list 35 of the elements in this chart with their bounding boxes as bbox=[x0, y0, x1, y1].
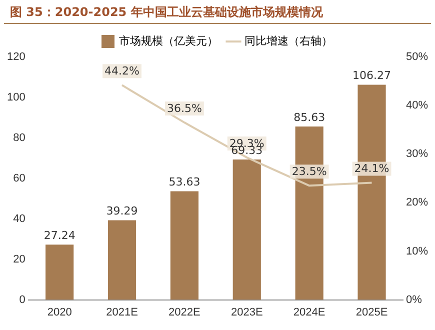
data-label: 85.63 bbox=[294, 110, 326, 124]
y2-tick-label: 20% bbox=[406, 196, 428, 209]
x-tick-label: 2024E bbox=[293, 306, 326, 318]
data-label: 27.24 bbox=[44, 229, 76, 242]
data-label: 39.29 bbox=[106, 204, 138, 218]
y-tick-label: 120 bbox=[6, 51, 26, 64]
y-tick-label: 40 bbox=[13, 212, 26, 225]
bar bbox=[108, 220, 136, 300]
y-tick-label: 100 bbox=[6, 92, 26, 104]
x-tick-label: 2021E bbox=[106, 306, 138, 318]
data-label: 36.5% bbox=[166, 102, 202, 115]
data-label: 23.5% bbox=[292, 165, 327, 178]
x-tick-label: 2025E bbox=[356, 306, 388, 318]
legend-label: 市场规模（亿美元） bbox=[119, 34, 218, 48]
x-tick-label: 2022E bbox=[168, 306, 200, 318]
data-label: 24.1% bbox=[354, 162, 390, 176]
y-tick-label: 80 bbox=[13, 132, 26, 144]
x-tick-label: 2020 bbox=[47, 306, 72, 318]
bar bbox=[170, 191, 198, 300]
y2-tick-label: 50% bbox=[406, 51, 428, 64]
y2-tick-label: 30% bbox=[406, 148, 428, 160]
x-tick-label: 2023E bbox=[230, 306, 263, 318]
y2-tick-label: 40% bbox=[406, 100, 428, 112]
y-tick-label: 60 bbox=[13, 172, 26, 184]
data-label: 53.63 bbox=[168, 176, 200, 189]
y2-tick-label: 0% bbox=[406, 294, 422, 306]
bar bbox=[232, 160, 261, 300]
y-tick-label: 20 bbox=[13, 253, 26, 266]
data-label: 106.27 bbox=[352, 69, 392, 82]
bar bbox=[46, 244, 74, 300]
y2-tick-label: 10% bbox=[406, 245, 428, 258]
data-label: 44.2% bbox=[104, 64, 140, 78]
chart-title: 图 35：2020-2025 年中国工业云基础设施市场规模情况 bbox=[4, 0, 431, 24]
y-tick-label: 0 bbox=[19, 294, 26, 306]
legend-label: 同比增速（右轴） bbox=[244, 34, 332, 48]
